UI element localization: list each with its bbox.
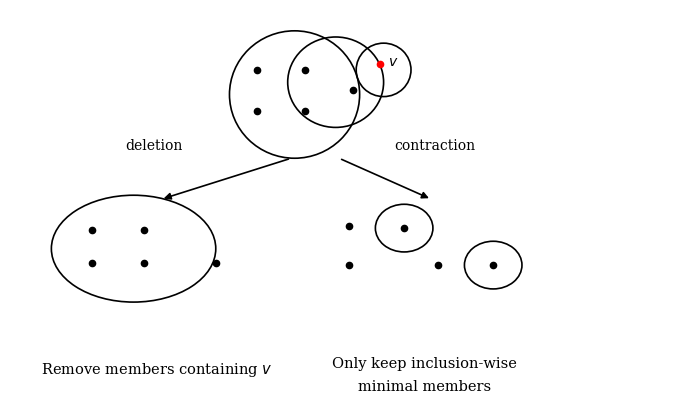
Text: contraction: contraction xyxy=(395,139,475,153)
Text: Remove members containing $v$: Remove members containing $v$ xyxy=(41,361,273,379)
Text: deletion: deletion xyxy=(125,139,183,153)
Text: Only keep inclusion-wise: Only keep inclusion-wise xyxy=(332,357,517,371)
Text: $v$: $v$ xyxy=(388,55,399,69)
Text: minimal members: minimal members xyxy=(358,380,491,394)
